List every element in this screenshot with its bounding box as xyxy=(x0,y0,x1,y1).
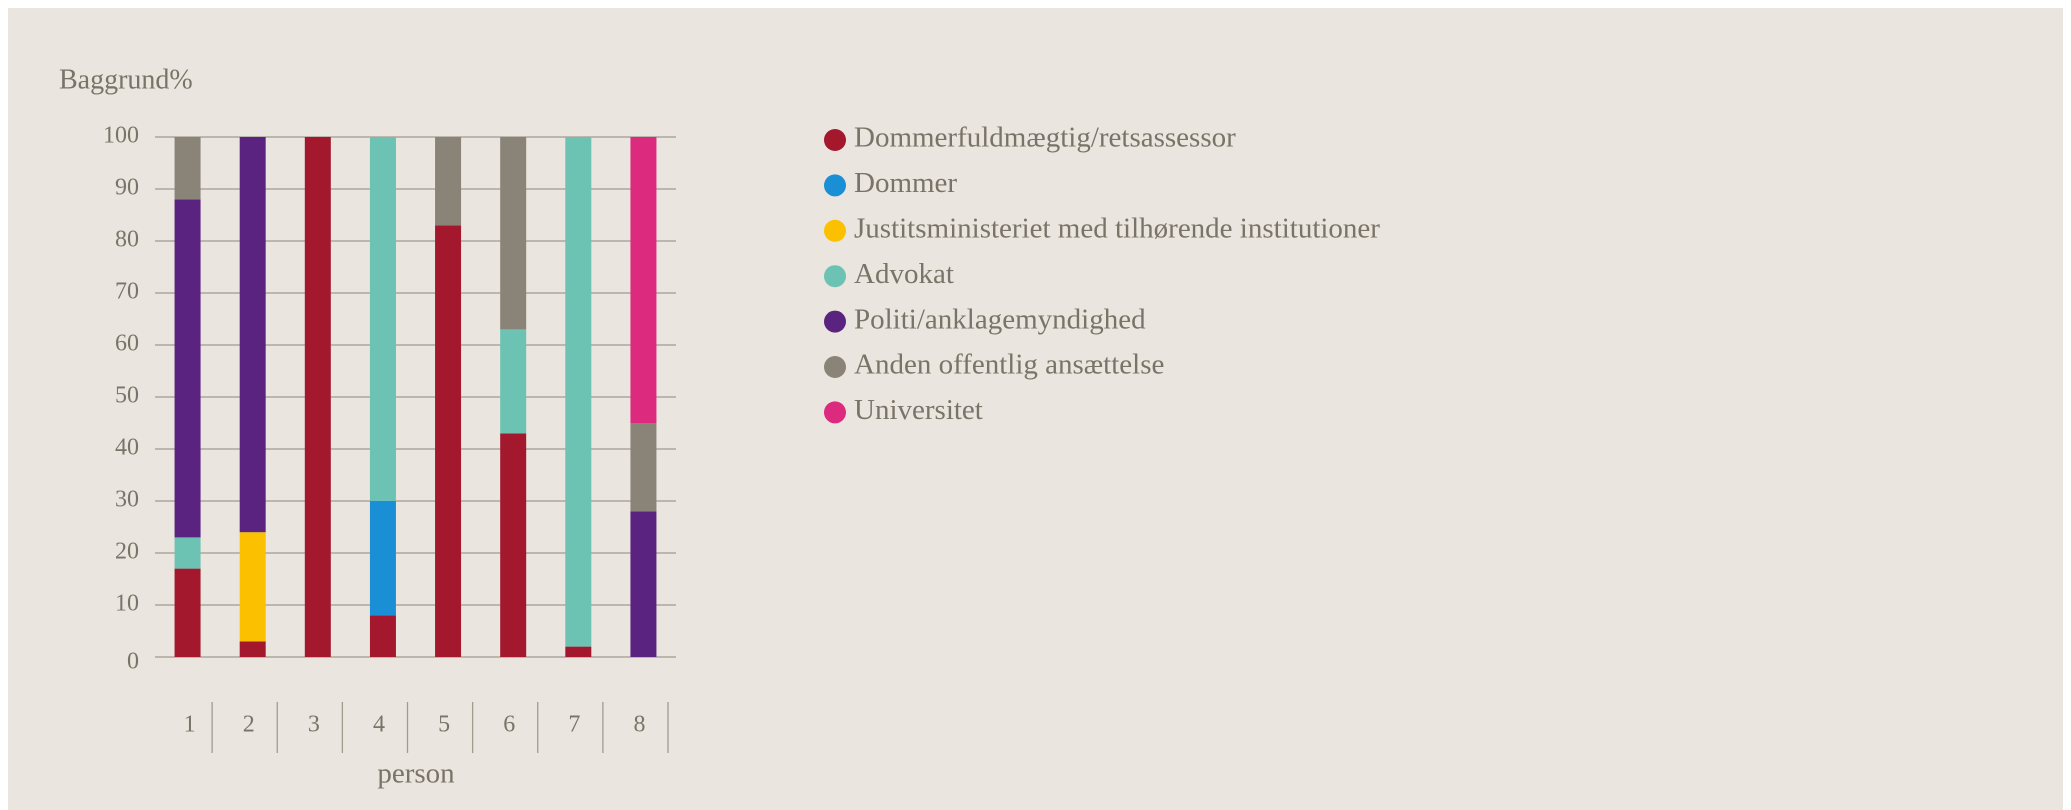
x-tick-label: 7 xyxy=(568,712,580,738)
legend-label: Anden offentlig ansættelse xyxy=(854,349,1164,381)
bar-segment xyxy=(369,137,396,501)
bar-segment xyxy=(630,511,657,657)
bar-segment xyxy=(239,532,266,642)
x-tick-label: 2 xyxy=(243,712,255,738)
x-tick-label: 6 xyxy=(503,712,515,738)
bar-segment xyxy=(369,615,396,657)
x-tick-label: 4 xyxy=(373,712,385,738)
bar-segment xyxy=(500,329,527,434)
y-tick-label: 30 xyxy=(115,487,139,513)
x-tick-label: 5 xyxy=(438,712,450,738)
y-tick-label: 0 xyxy=(127,649,139,675)
bar-segment xyxy=(369,501,396,616)
y-tick-label: 80 xyxy=(115,227,139,253)
legend-label: Politi/anklagemyndighed xyxy=(854,303,1146,335)
legend-marker xyxy=(824,174,846,197)
bar-segment xyxy=(174,537,201,569)
legend-label: Dommer xyxy=(854,167,957,199)
legend-label: Advokat xyxy=(854,258,954,290)
bar-segment xyxy=(630,137,657,423)
legend-label: Universitet xyxy=(854,394,983,426)
bar-segment xyxy=(565,646,592,657)
bar-segment xyxy=(304,137,331,657)
legend-marker xyxy=(824,356,846,378)
x-tick-label: 1 xyxy=(184,712,196,738)
legend-label: Dommerfuldmægtig/retsassessor xyxy=(854,122,1236,154)
legend-marker xyxy=(824,129,846,151)
bar-segment xyxy=(239,137,266,533)
bar-segment xyxy=(174,137,201,200)
bar-segment xyxy=(435,137,462,226)
legend-marker xyxy=(824,219,846,242)
bar-segment xyxy=(239,641,266,657)
x-tick-label: 3 xyxy=(308,712,320,738)
y-tick-label: 40 xyxy=(115,435,139,461)
panel xyxy=(8,8,2063,810)
y-tick-label: 70 xyxy=(115,279,139,305)
x-tick-label: 8 xyxy=(633,712,645,738)
bar-segment xyxy=(435,225,462,657)
x-axis-label: person xyxy=(377,758,455,790)
legend-marker xyxy=(824,401,846,424)
y-tick-label: 50 xyxy=(115,383,139,409)
bar-segment xyxy=(565,137,592,647)
y-tick-label: 20 xyxy=(115,539,139,565)
y-tick-label: 10 xyxy=(115,591,139,617)
legend-marker xyxy=(824,265,846,288)
legend-marker xyxy=(824,310,846,333)
y-tick-label: 90 xyxy=(115,175,139,201)
chart-title: Baggrund% xyxy=(59,64,193,95)
bar-segment xyxy=(174,199,201,538)
bar-segment xyxy=(500,433,527,657)
bar-segment xyxy=(630,423,657,512)
bar-segment xyxy=(500,137,527,330)
y-tick-label: 60 xyxy=(115,331,139,357)
legend-label: Justitsministeriet med tilhørende instit… xyxy=(854,212,1380,244)
y-tick-label: 100 xyxy=(103,123,139,149)
bar-segment xyxy=(174,568,201,657)
